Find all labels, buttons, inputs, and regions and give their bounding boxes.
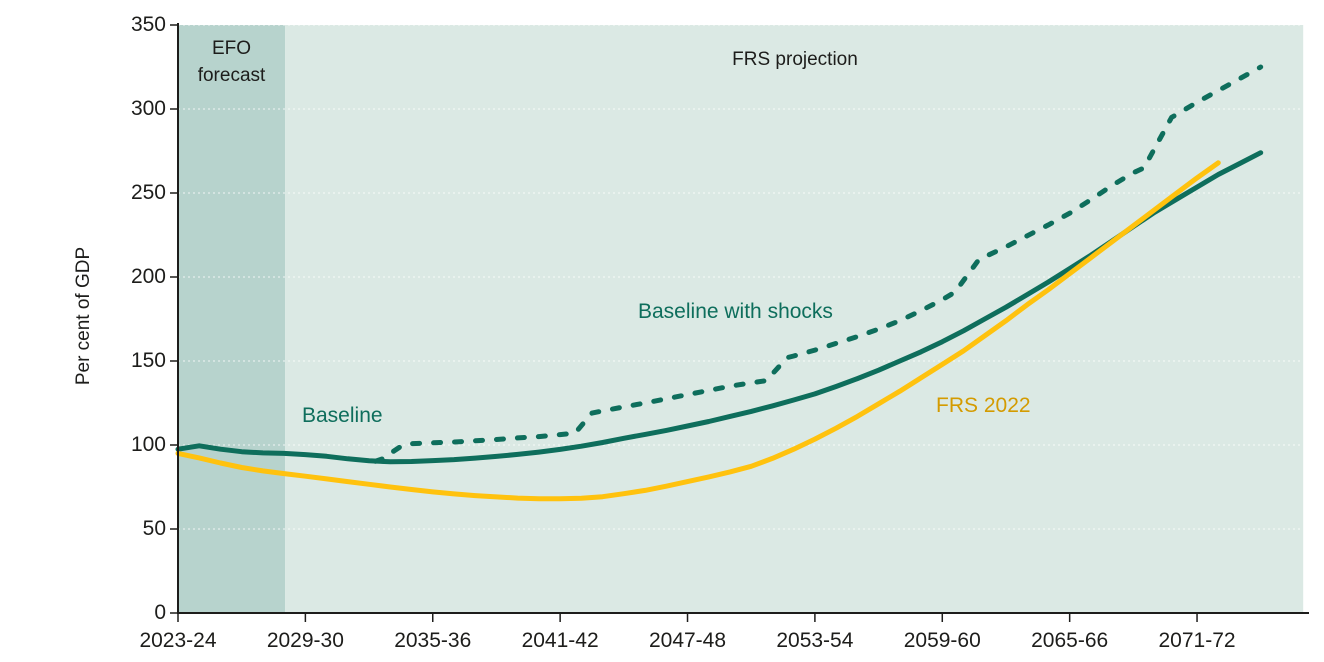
x-tick-label-2053-54: 2053-54	[776, 629, 854, 652]
frs-projection-band-label: FRS projection	[732, 49, 858, 70]
x-tick-label-2023-24: 2023-24	[139, 629, 217, 652]
y-tick-label-300: 300	[130, 97, 166, 120]
baseline-line	[175, 150, 1264, 465]
x-tick-label-2059-60: 2059-60	[903, 629, 981, 652]
efo-forecast-band-label: EFO forecast	[178, 35, 285, 89]
efo-forecast-band-label-line1: EFO	[211, 38, 252, 59]
y-tick-label-200: 200	[130, 265, 166, 288]
background-bands	[178, 25, 1304, 613]
y-tick-label-100: 100	[130, 433, 166, 456]
baseline-series-label: Baseline	[302, 404, 383, 427]
baseline-with-shocks-line	[372, 64, 1264, 464]
x-tick-label-2029-30: 2029-30	[266, 629, 344, 652]
y-tick-label-250: 250	[130, 181, 166, 204]
axes	[170, 23, 1309, 622]
x-tick-label-2065-66: 2065-66	[1031, 629, 1109, 652]
x-tick-label-2041-42: 2041-42	[521, 629, 599, 652]
efo-forecast-band	[178, 25, 286, 613]
frs-projection-band	[285, 25, 1304, 613]
efo-forecast-band-label-line2: forecast	[197, 65, 266, 86]
y-tick-label-0: 0	[154, 601, 166, 624]
frs-2022-series-label: FRS 2022	[936, 394, 1031, 417]
baseline-with-shocks-series-label: Baseline with shocks	[638, 300, 833, 323]
y-tick-label-50: 50	[142, 517, 166, 540]
y-tick-label-150: 150	[130, 349, 166, 372]
series-lines	[175, 64, 1264, 502]
x-tick-label-2071-72: 2071-72	[1158, 629, 1236, 652]
x-tick-label-2035-36: 2035-36	[394, 629, 472, 652]
x-tick-label-2047-48: 2047-48	[648, 629, 727, 652]
frs-2022-line	[175, 160, 1221, 502]
y-axis-title: Per cent of GDP	[73, 246, 94, 386]
y-tick-label-350: 350	[130, 13, 166, 36]
